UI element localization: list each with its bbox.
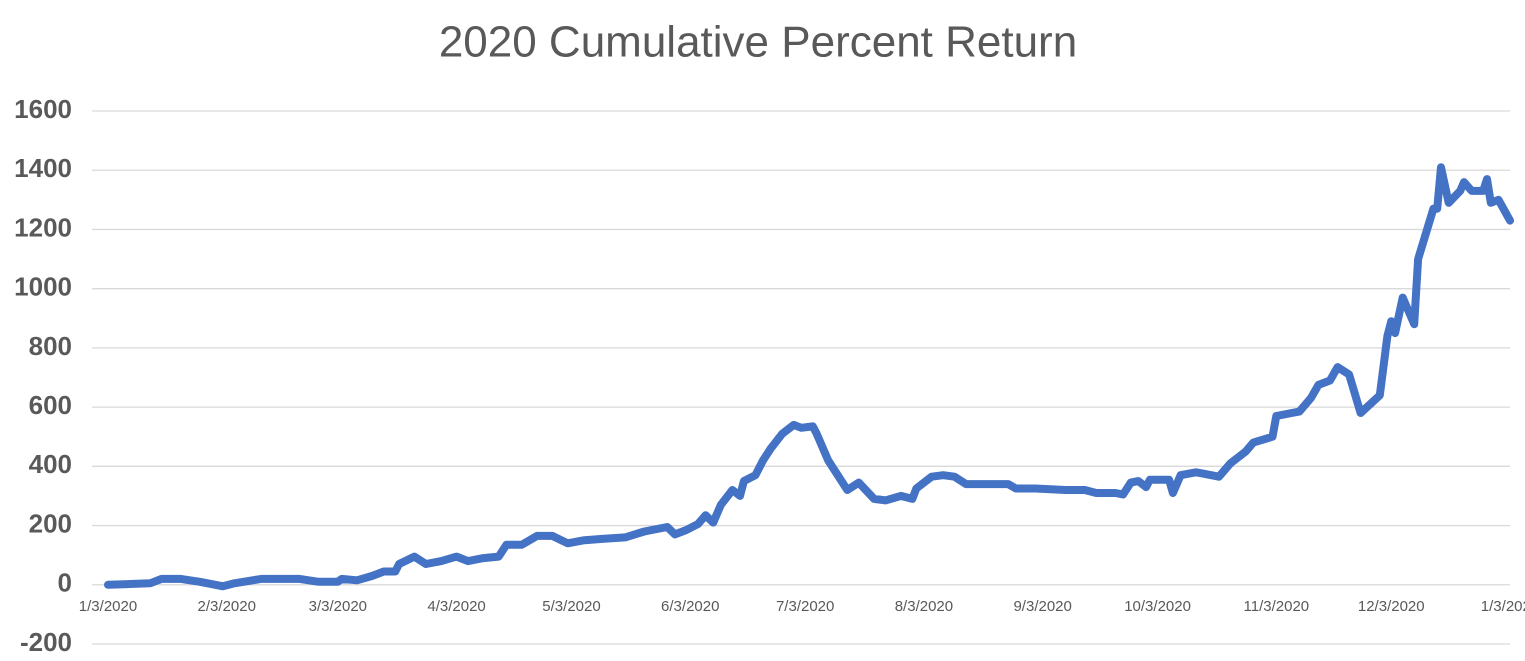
y-tick-label: 800 — [29, 331, 72, 361]
x-tick-label: 7/3/2020 — [776, 598, 834, 615]
y-tick-label: 1400 — [14, 153, 72, 183]
x-tick-label: 1/3/2021 — [1481, 598, 1525, 615]
x-tick-label: 1/3/2020 — [79, 598, 137, 615]
chart-title: 2020 Cumulative Percent Return — [439, 18, 1077, 67]
x-tick-label: 8/3/2020 — [895, 598, 953, 615]
x-tick-label: 3/3/2020 — [309, 598, 367, 615]
x-tick-label: 5/3/2020 — [542, 598, 600, 615]
x-tick-label: 6/3/2020 — [661, 598, 719, 615]
y-tick-label: 200 — [29, 508, 72, 538]
y-tick-label: 0 — [58, 568, 72, 598]
y-tick-label: 600 — [29, 390, 72, 420]
x-tick-label: 11/3/2020 — [1244, 598, 1310, 615]
x-tick-label: 2/3/2020 — [198, 598, 256, 615]
x-tick-label: 12/3/2020 — [1358, 598, 1425, 615]
x-tick-label: 9/3/2020 — [1013, 598, 1071, 615]
x-tick-label: 4/3/2020 — [427, 598, 485, 615]
y-tick-label: 1200 — [14, 212, 72, 242]
y-tick-label: 400 — [29, 449, 72, 479]
y-tick-label: 1000 — [14, 272, 72, 302]
data-line — [104, 163, 1514, 591]
y-tick-label: 1600 — [14, 94, 72, 124]
y-tick-label: -200 — [20, 627, 72, 657]
x-tick-label: 10/3/2020 — [1124, 598, 1191, 615]
